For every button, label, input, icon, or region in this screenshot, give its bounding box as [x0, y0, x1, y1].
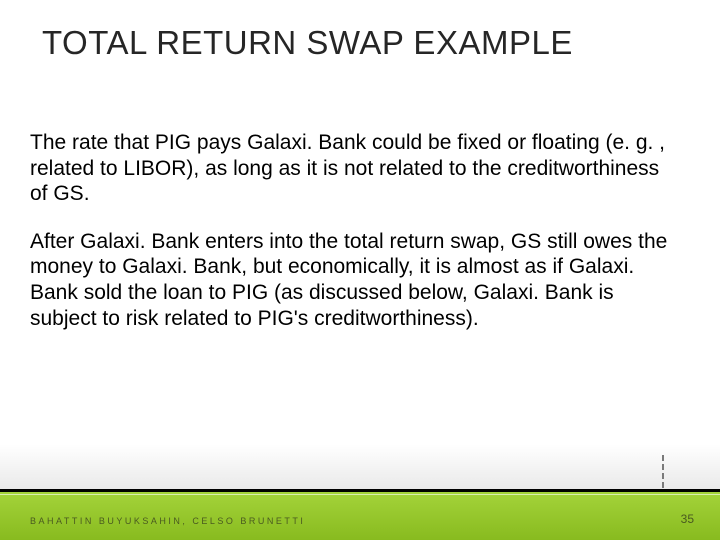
footer-accent-highlight: [0, 494, 720, 495]
footer-shadow: [0, 444, 720, 492]
footer-author: BAHATTIN BUYUKSAHIN, CELSO BRUNETTI: [30, 516, 305, 526]
footer: BAHATTIN BUYUKSAHIN, CELSO BRUNETTI 35: [0, 480, 720, 540]
slide-body: The rate that PIG pays Galaxi. Bank coul…: [30, 130, 670, 353]
decorative-ticks: [662, 455, 664, 488]
slide-title: TOTAL RETURN SWAP EXAMPLE: [42, 24, 680, 62]
paragraph: The rate that PIG pays Galaxi. Bank coul…: [30, 130, 670, 207]
paragraph: After Galaxi. Bank enters into the total…: [30, 229, 670, 331]
page-number: 35: [681, 512, 694, 526]
footer-accent-line: [0, 489, 720, 492]
slide: TOTAL RETURN SWAP EXAMPLE The rate that …: [0, 0, 720, 540]
